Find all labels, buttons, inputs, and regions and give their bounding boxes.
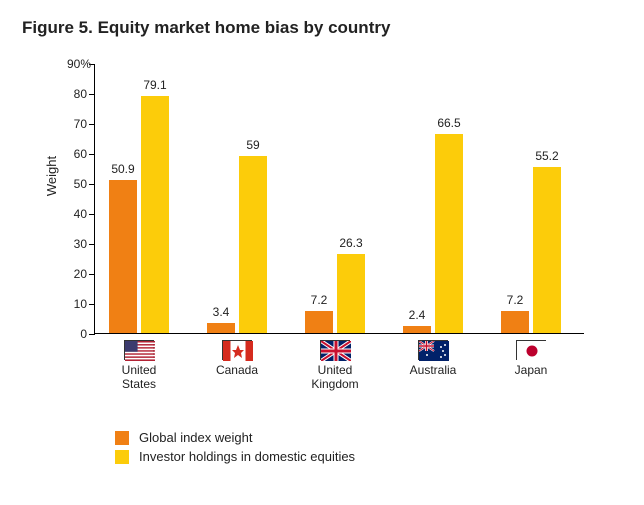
legend-label: Global index weight [139, 430, 252, 445]
holdings-bar: 59 [239, 156, 267, 333]
bar-value-label: 2.4 [397, 308, 437, 322]
y-tick [89, 334, 95, 335]
country-label: UnitedStates [100, 364, 178, 392]
x-category: Australia [394, 336, 472, 378]
jp-flag-icon [516, 340, 546, 360]
y-tick-label: 10 [59, 297, 87, 311]
ca-flag-icon [222, 340, 252, 360]
holdings-bar: 66.5 [435, 134, 463, 334]
x-category: UnitedKingdom [296, 336, 374, 392]
au-flag-icon [418, 340, 448, 360]
global-bar: 7.2 [305, 311, 333, 333]
y-tick [89, 154, 95, 155]
x-category: Japan [492, 336, 570, 378]
global-bar: 3.4 [207, 323, 235, 333]
uk-flag-icon [320, 340, 350, 360]
global-bar: 7.2 [501, 311, 529, 333]
y-tick-label: 50 [59, 177, 87, 191]
y-axis-label: Weight [44, 156, 59, 196]
country-label: Australia [394, 364, 472, 378]
bar-value-label: 55.2 [527, 149, 567, 163]
bar-value-label: 7.2 [299, 293, 339, 307]
bar-value-label: 3.4 [201, 305, 241, 319]
country-label: Canada [198, 364, 276, 378]
bar-value-label: 59 [233, 138, 273, 152]
holdings-bar: 79.1 [141, 96, 169, 333]
legend-swatch [115, 450, 129, 464]
x-category: UnitedStates [100, 336, 178, 392]
y-tick [89, 244, 95, 245]
y-tick [89, 304, 95, 305]
y-tick [89, 124, 95, 125]
bar-value-label: 50.9 [103, 162, 143, 176]
holdings-bar: 26.3 [337, 254, 365, 333]
x-axis-labels: UnitedStates Canada UnitedKingdom Australia… [94, 336, 584, 406]
y-tick-label: 0 [59, 327, 87, 341]
holdings-bar: 55.2 [533, 167, 561, 333]
y-tick-label: 80 [59, 87, 87, 101]
chart-container: Weight 0102030405060708090%50.979.13.459… [44, 56, 604, 426]
country-label: UnitedKingdom [296, 364, 374, 392]
country-label: Japan [492, 364, 570, 378]
bar-value-label: 79.1 [135, 78, 175, 92]
bar-value-label: 26.3 [331, 236, 371, 250]
global-bar: 2.4 [403, 326, 431, 333]
y-tick-label: 60 [59, 147, 87, 161]
y-tick-label: 40 [59, 207, 87, 221]
y-tick-label: 90% [47, 57, 91, 71]
plot-area: 0102030405060708090%50.979.13.4597.226.3… [94, 64, 584, 334]
y-tick [89, 184, 95, 185]
x-category: Canada [198, 336, 276, 378]
legend-item: Investor holdings in domestic equities [115, 449, 355, 464]
legend-item: Global index weight [115, 430, 355, 445]
y-tick [89, 94, 95, 95]
y-tick-label: 30 [59, 237, 87, 251]
y-tick-label: 20 [59, 267, 87, 281]
y-tick [89, 274, 95, 275]
legend-swatch [115, 431, 129, 445]
bar-value-label: 7.2 [495, 293, 535, 307]
y-tick-label: 70 [59, 117, 87, 131]
global-bar: 50.9 [109, 180, 137, 333]
figure-title: Figure 5. Equity market home bias by cou… [22, 18, 622, 38]
y-tick [89, 214, 95, 215]
legend: Global index weight Investor holdings in … [115, 430, 355, 468]
bar-value-label: 66.5 [429, 116, 469, 130]
us-flag-icon [124, 340, 154, 360]
legend-label: Investor holdings in domestic equities [139, 449, 355, 464]
